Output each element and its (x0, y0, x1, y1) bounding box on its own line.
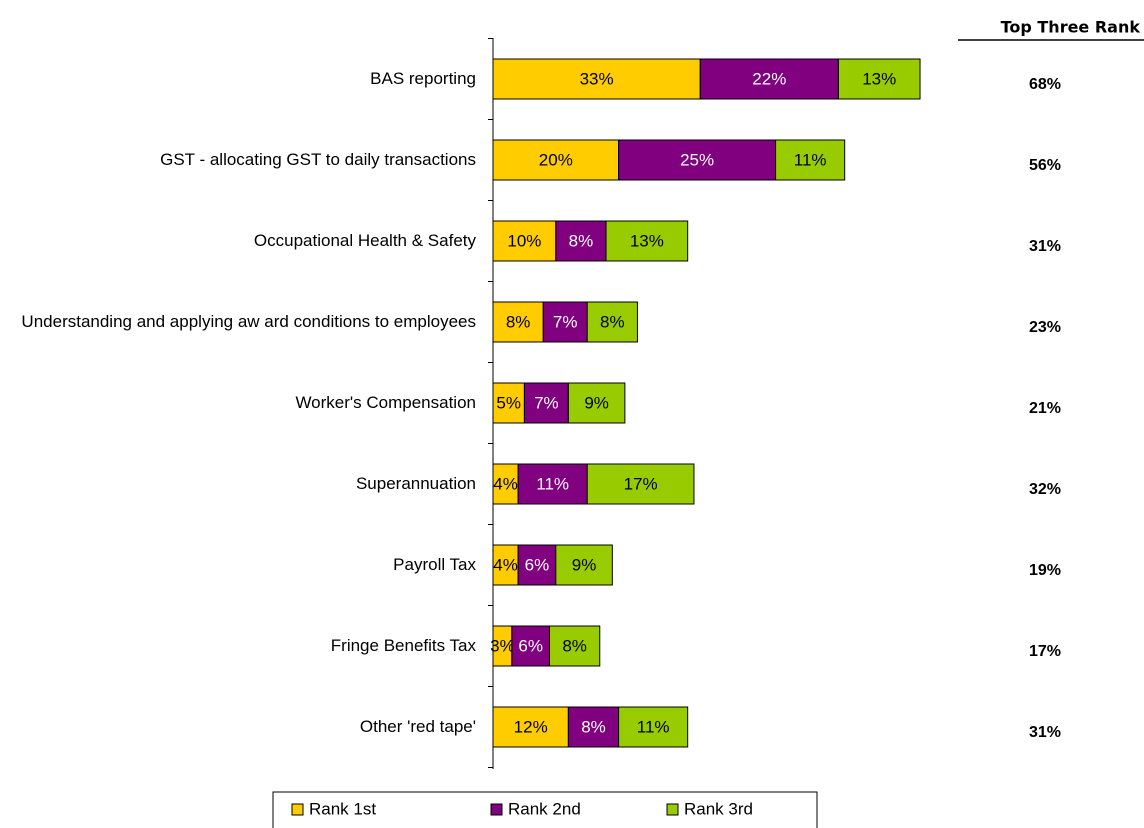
bar-segment (775, 139, 846, 181)
bar-segment (567, 706, 620, 748)
bar-segment (837, 58, 921, 100)
bar-value-label: 13% (862, 69, 896, 88)
legend-swatch (291, 803, 304, 816)
top-three-value: 17% (1029, 643, 1061, 660)
bar-segment (699, 58, 839, 100)
bar-segment (492, 301, 544, 343)
bar-value-label: 11% (536, 474, 569, 493)
bar-segment (492, 706, 569, 748)
bar-value-label: 20% (539, 150, 573, 169)
top-three-value: 68% (1029, 76, 1061, 93)
bar-value-label: 8% (562, 636, 587, 655)
bar-segment (586, 301, 638, 343)
category-label: Other 'red tape' (359, 717, 476, 736)
legend-swatch (490, 803, 503, 816)
legend-box (272, 791, 818, 828)
bar-segment (523, 382, 569, 424)
legend-label: Rank 2nd (508, 799, 581, 818)
bar-value-label: 5% (496, 393, 521, 412)
bar-value-label: 8% (581, 717, 606, 736)
top-three-value: 21% (1029, 400, 1061, 417)
category-label: Payroll Tax (393, 555, 476, 574)
top-three-value: 19% (1029, 562, 1061, 579)
bar-value-label: 8% (569, 231, 594, 250)
bar-segment (618, 139, 777, 181)
bar-segment (517, 544, 557, 586)
bar-segment (492, 382, 525, 424)
bar-value-label: 8% (506, 312, 531, 331)
category-label: Fringe Benefits Tax (330, 636, 476, 655)
legend-swatch (666, 803, 679, 816)
category-label: GST - allocating GST to daily transactio… (160, 150, 476, 169)
category-label: Worker's Compensation (295, 393, 476, 412)
bar-value-label: 3% (490, 636, 515, 655)
top-three-value: 31% (1029, 238, 1061, 255)
top-three-value: 23% (1029, 319, 1061, 336)
bar-value-label: 8% (600, 312, 625, 331)
top-three-value: 56% (1029, 157, 1061, 174)
bar-value-label: 11% (794, 150, 827, 169)
bar-value-label: 12% (514, 717, 548, 736)
bar-segment (492, 544, 519, 586)
bar-segment (555, 544, 613, 586)
top-three-value: 31% (1029, 724, 1061, 741)
bar-value-label: 22% (752, 69, 786, 88)
bar-segment (492, 463, 519, 505)
bar-value-label: 6% (525, 555, 550, 574)
bar-value-label: 25% (680, 150, 714, 169)
category-label: BAS reporting (370, 69, 476, 88)
bar-segment (549, 625, 601, 667)
category-label: Superannuation (355, 474, 476, 493)
legend-label: Rank 3rd (684, 799, 753, 818)
bar-value-label: 13% (630, 231, 664, 250)
category-label: Occupational Health & Safety (253, 231, 476, 250)
bar-segment (492, 220, 557, 262)
bar-segment (586, 463, 695, 505)
bar-segment (605, 220, 689, 262)
bar-value-label: 6% (518, 636, 543, 655)
bar-value-label: 7% (534, 393, 559, 412)
bar-value-label: 9% (584, 393, 609, 412)
bar-segment (567, 382, 626, 424)
bar-value-label: 17% (624, 474, 658, 493)
bar-value-label: 7% (553, 312, 578, 331)
bar-value-label: 4% (493, 555, 518, 574)
legend-label: Rank 1st (309, 799, 376, 818)
bar-segment (618, 706, 689, 748)
bar-segment (542, 301, 588, 343)
top-three-value: 32% (1029, 481, 1061, 498)
bar-value-label: 33% (580, 69, 614, 88)
bar-segment (492, 58, 701, 100)
category-label: Understanding and applying aw ard condit… (21, 312, 476, 331)
bar-value-label: 11% (637, 717, 670, 736)
bar-segment (555, 220, 607, 262)
bar-value-label: 9% (572, 555, 597, 574)
bar-value-label: 4% (493, 474, 518, 493)
bar-value-label: 10% (507, 231, 541, 250)
top-three-title: Top Three Rank (1001, 18, 1141, 37)
